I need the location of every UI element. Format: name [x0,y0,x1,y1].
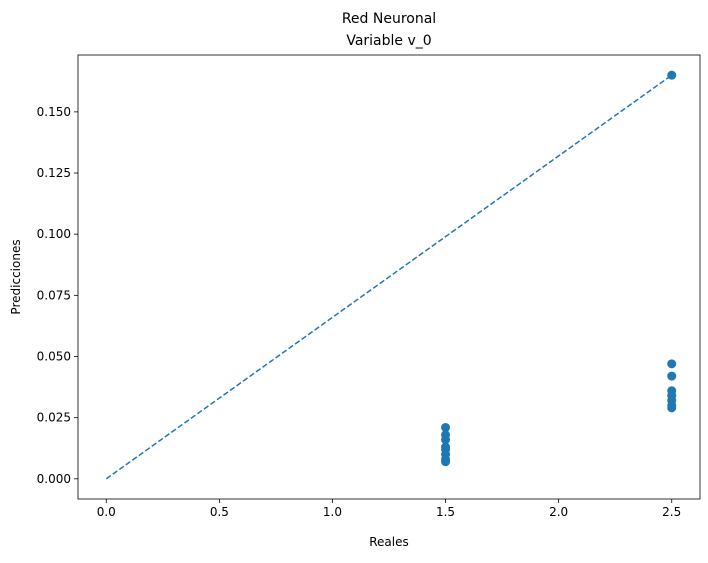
reference-line [105,74,673,480]
x-tick-label: 2.0 [549,505,568,519]
data-point [667,403,677,413]
y-tick-label: 0.100 [37,227,71,241]
data-point [441,435,451,445]
y-tick-label: 0.125 [37,166,71,180]
data-point [667,359,677,369]
data-point [441,457,451,467]
axes-frame [77,54,701,500]
x-tick-label: 0.0 [97,505,116,519]
y-tick-label: 0.075 [37,288,71,302]
y-tick-label: 0.050 [37,350,71,364]
x-tick-label: 1.5 [436,505,455,519]
y-tick-label: 0.000 [37,472,71,486]
x-tick-label: 2.5 [662,505,681,519]
x-axis-label: Reales [369,535,409,549]
plot-area: 0.0 0.5 1.0 1.5 2.0 2.5 0.000 0.025 0.050 0.075 0.… [37,54,701,519]
data-point [441,422,451,432]
data-point [667,70,677,80]
data-point [667,371,677,381]
y-tick-label: 0.150 [37,105,71,119]
chart-title: Red Neuronal [342,11,436,27]
y-tick-label: 0.025 [37,411,71,425]
y-axis-label: Predicciones [9,239,23,314]
chart-subtitle: Variable v_0 [346,33,431,49]
x-tick-label: 0.5 [210,505,229,519]
x-tick-label: 1.0 [323,505,342,519]
